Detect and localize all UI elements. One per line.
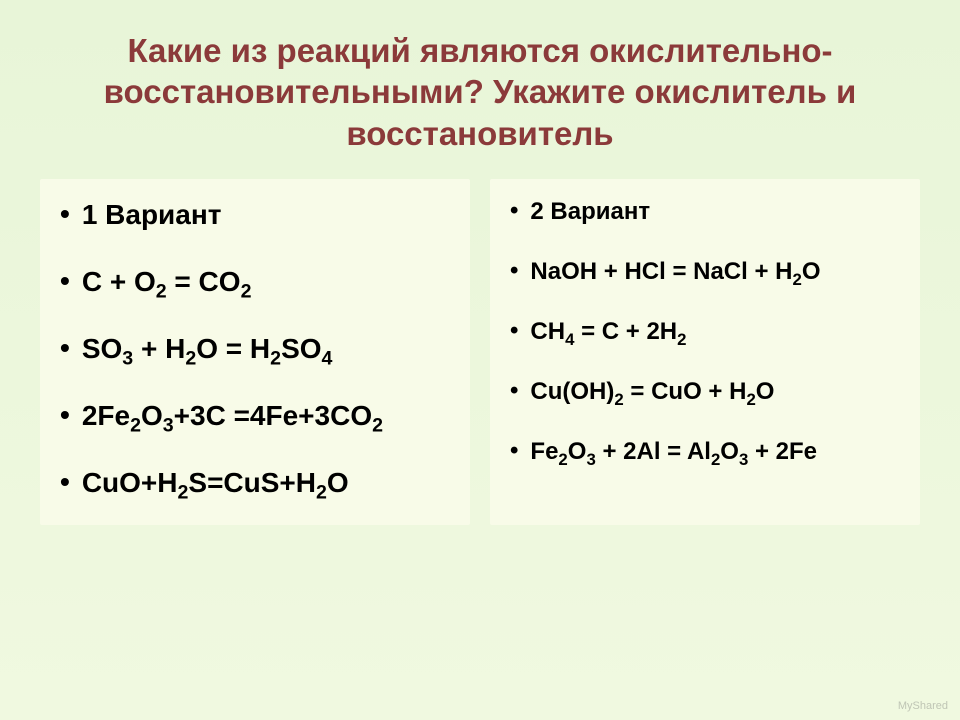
bullet-icon: • bbox=[510, 317, 518, 346]
watermark: MyShared bbox=[898, 700, 948, 712]
columns-container: • 1 Вариант • C + O2 = CO2 • SO3 + H2O =… bbox=[40, 179, 920, 525]
bullet-icon: • bbox=[60, 264, 70, 298]
bullet-icon: • bbox=[60, 398, 70, 432]
list-item: • CuO+H2S=CuS+H2O bbox=[60, 465, 450, 500]
list-item: • 2Fe2O3+3C =4Fe+3CO2 bbox=[60, 398, 450, 433]
equation: SO3 + H2O = H2SO4 bbox=[82, 331, 333, 366]
list-item: • 1 Вариант bbox=[60, 197, 450, 232]
list-item: • Cu(OH)2 = CuO + H2O bbox=[510, 377, 900, 407]
bullet-icon: • bbox=[510, 377, 518, 406]
list-item: • Fe2O3 + 2Al = Al2O3 + 2Fe bbox=[510, 437, 900, 467]
left-list: • 1 Вариант • C + O2 = CO2 • SO3 + H2O =… bbox=[60, 197, 450, 500]
left-column: • 1 Вариант • C + O2 = CO2 • SO3 + H2O =… bbox=[40, 179, 470, 525]
list-item: • CH4 = C + 2H2 bbox=[510, 317, 900, 347]
bullet-icon: • bbox=[510, 197, 518, 226]
bullet-icon: • bbox=[60, 465, 70, 499]
bullet-icon: • bbox=[60, 331, 70, 365]
variant-heading: 1 Вариант bbox=[82, 197, 222, 232]
equation: C + O2 = CO2 bbox=[82, 264, 252, 299]
equation: Fe2O3 + 2Al = Al2O3 + 2Fe bbox=[530, 437, 817, 467]
equation: 2Fe2O3+3C =4Fe+3CO2 bbox=[82, 398, 383, 433]
equation: NaOH + HCl = NaCl + H2O bbox=[530, 257, 820, 287]
list-item: • NaOH + HCl = NaCl + H2O bbox=[510, 257, 900, 287]
list-item: • 2 Вариант bbox=[510, 197, 900, 227]
right-list: • 2 Вариант • NaOH + HCl = NaCl + H2O • … bbox=[510, 197, 900, 467]
right-column: • 2 Вариант • NaOH + HCl = NaCl + H2O • … bbox=[490, 179, 920, 525]
equation: Cu(OH)2 = CuO + H2O bbox=[530, 377, 774, 407]
variant-heading: 2 Вариант bbox=[530, 197, 650, 227]
slide-title: Какие из реакций являются окислительно-в… bbox=[40, 30, 920, 154]
equation: CuO+H2S=CuS+H2O bbox=[82, 465, 349, 500]
equation: CH4 = C + 2H2 bbox=[530, 317, 686, 347]
bullet-icon: • bbox=[60, 197, 70, 231]
bullet-icon: • bbox=[510, 437, 518, 466]
list-item: • C + O2 = CO2 bbox=[60, 264, 450, 299]
list-item: • SO3 + H2O = H2SO4 bbox=[60, 331, 450, 366]
bullet-icon: • bbox=[510, 257, 518, 286]
